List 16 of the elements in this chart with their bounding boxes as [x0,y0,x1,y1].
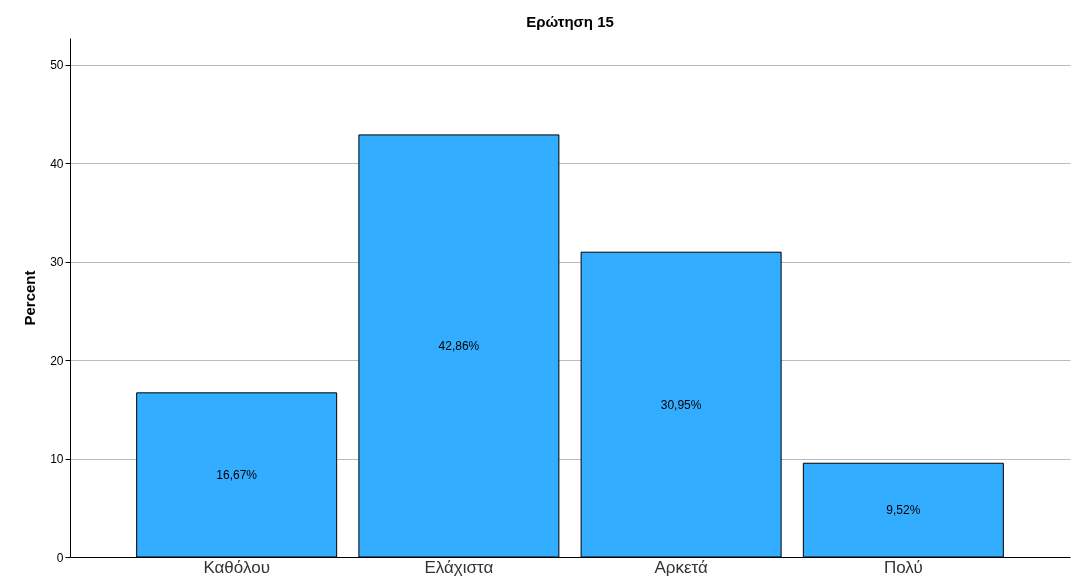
chart-title: Ερώτηση 15 [526,13,614,30]
data-label: 16,67% [216,467,258,482]
x-tick-label: Πολύ [883,557,923,577]
y-axis-title: Percent [21,270,39,326]
x-tick-label: Καθόλου [203,557,270,577]
x-tick-label: Ελάχιστα [424,557,494,577]
x-tick-label: Αρκετά [654,557,708,577]
y-tick-label: 30 [50,255,64,270]
y-tick-label: 10 [50,452,64,467]
y-tick-label: 0 [56,550,64,565]
y-tick-label: 50 [50,58,64,73]
y-tick-label: 20 [50,353,64,368]
data-label: 30,95% [660,397,702,412]
data-label: 9,52% [886,503,921,518]
data-label: 42,86% [438,338,480,353]
y-tick-label: 40 [50,156,64,171]
